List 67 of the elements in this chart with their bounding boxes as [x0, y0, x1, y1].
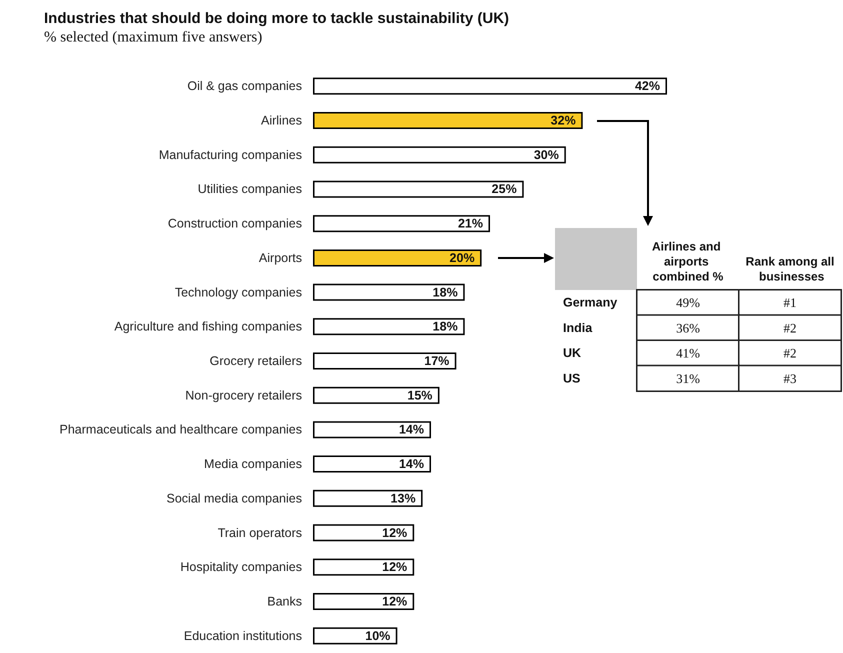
text: 41% — [676, 346, 700, 361]
y-tick-label: Agriculture and fishing companies — [114, 320, 302, 334]
text: 36% — [676, 320, 700, 336]
data-label: 14% — [398, 457, 424, 472]
data-label: 25% — [492, 182, 517, 196]
chart-title: Industries that should be doing more to tackle sustainability (UK) — [44, 10, 510, 27]
bar — [313, 386, 440, 404]
bar — [313, 524, 414, 542]
bar — [313, 318, 465, 336]
category-label: UK — [563, 346, 582, 360]
data-label: 32% — [550, 114, 576, 128]
y-tick-label: Airports — [258, 250, 302, 265]
data-label: 12% — [382, 526, 408, 540]
text: #1 — [784, 295, 796, 310]
y-tick-label: Social media companies — [166, 491, 302, 506]
data-label: 18% — [432, 320, 458, 334]
data-label: 10% — [365, 628, 390, 643]
data-label: 15% — [407, 388, 432, 402]
data-label: 20% — [450, 250, 475, 265]
y-tick-label: Media companies — [204, 457, 302, 472]
data-label: 42% — [634, 79, 660, 94]
data-label: 13% — [390, 491, 416, 506]
data-label: 21% — [458, 216, 483, 231]
bar — [313, 215, 490, 232]
bar — [313, 558, 414, 576]
y-tick-label: Non-grocery retailers — [185, 388, 302, 402]
data-label: 12% — [382, 560, 408, 574]
y-tick-label: Manufacturing companies — [158, 148, 302, 162]
category-label: Rank among all businesses — [746, 254, 834, 284]
category-label: Airlines and airports combined % — [652, 240, 724, 284]
y-tick-label: Utilities companies — [198, 182, 302, 196]
category-label: US — [563, 371, 580, 386]
bar — [313, 180, 524, 198]
text: #2 — [784, 320, 796, 336]
bar — [313, 352, 456, 370]
text: % selected (maximum five answers) — [44, 30, 262, 46]
y-tick-label: Technology companies — [174, 285, 302, 300]
y-tick-label: Airlines — [261, 114, 302, 128]
y-tick-label: Construction companies — [168, 216, 302, 231]
bar — [313, 284, 465, 301]
bar — [313, 592, 414, 610]
text: 31% — [676, 370, 700, 386]
bar — [313, 490, 423, 507]
bar — [313, 456, 431, 473]
text: 49% — [676, 295, 700, 310]
bar — [313, 421, 431, 438]
bar — [313, 78, 667, 95]
bar — [313, 146, 566, 164]
bar — [313, 112, 583, 130]
y-tick-label: Oil & gas companies — [187, 79, 302, 94]
category-label: Germany — [563, 296, 618, 310]
y-tick-label: Hospitality companies — [180, 560, 302, 574]
data-label: 18% — [432, 285, 458, 300]
y-tick-label: Pharmaceuticals and healthcare companies — [60, 422, 302, 437]
text: #3 — [784, 370, 796, 386]
y-tick-label: Education institutions — [184, 628, 302, 643]
bar — [313, 627, 398, 644]
data-label: 30% — [534, 148, 559, 162]
y-tick-label: Train operators — [218, 526, 302, 540]
y-tick-label: Grocery retailers — [210, 354, 302, 368]
bar — [313, 249, 482, 266]
text: #2 — [784, 346, 796, 361]
y-tick-label: Banks — [267, 594, 302, 608]
category-label: India — [563, 320, 592, 335]
data-label: 12% — [382, 594, 408, 608]
data-label: 14% — [398, 422, 424, 437]
data-label: 17% — [424, 354, 450, 368]
